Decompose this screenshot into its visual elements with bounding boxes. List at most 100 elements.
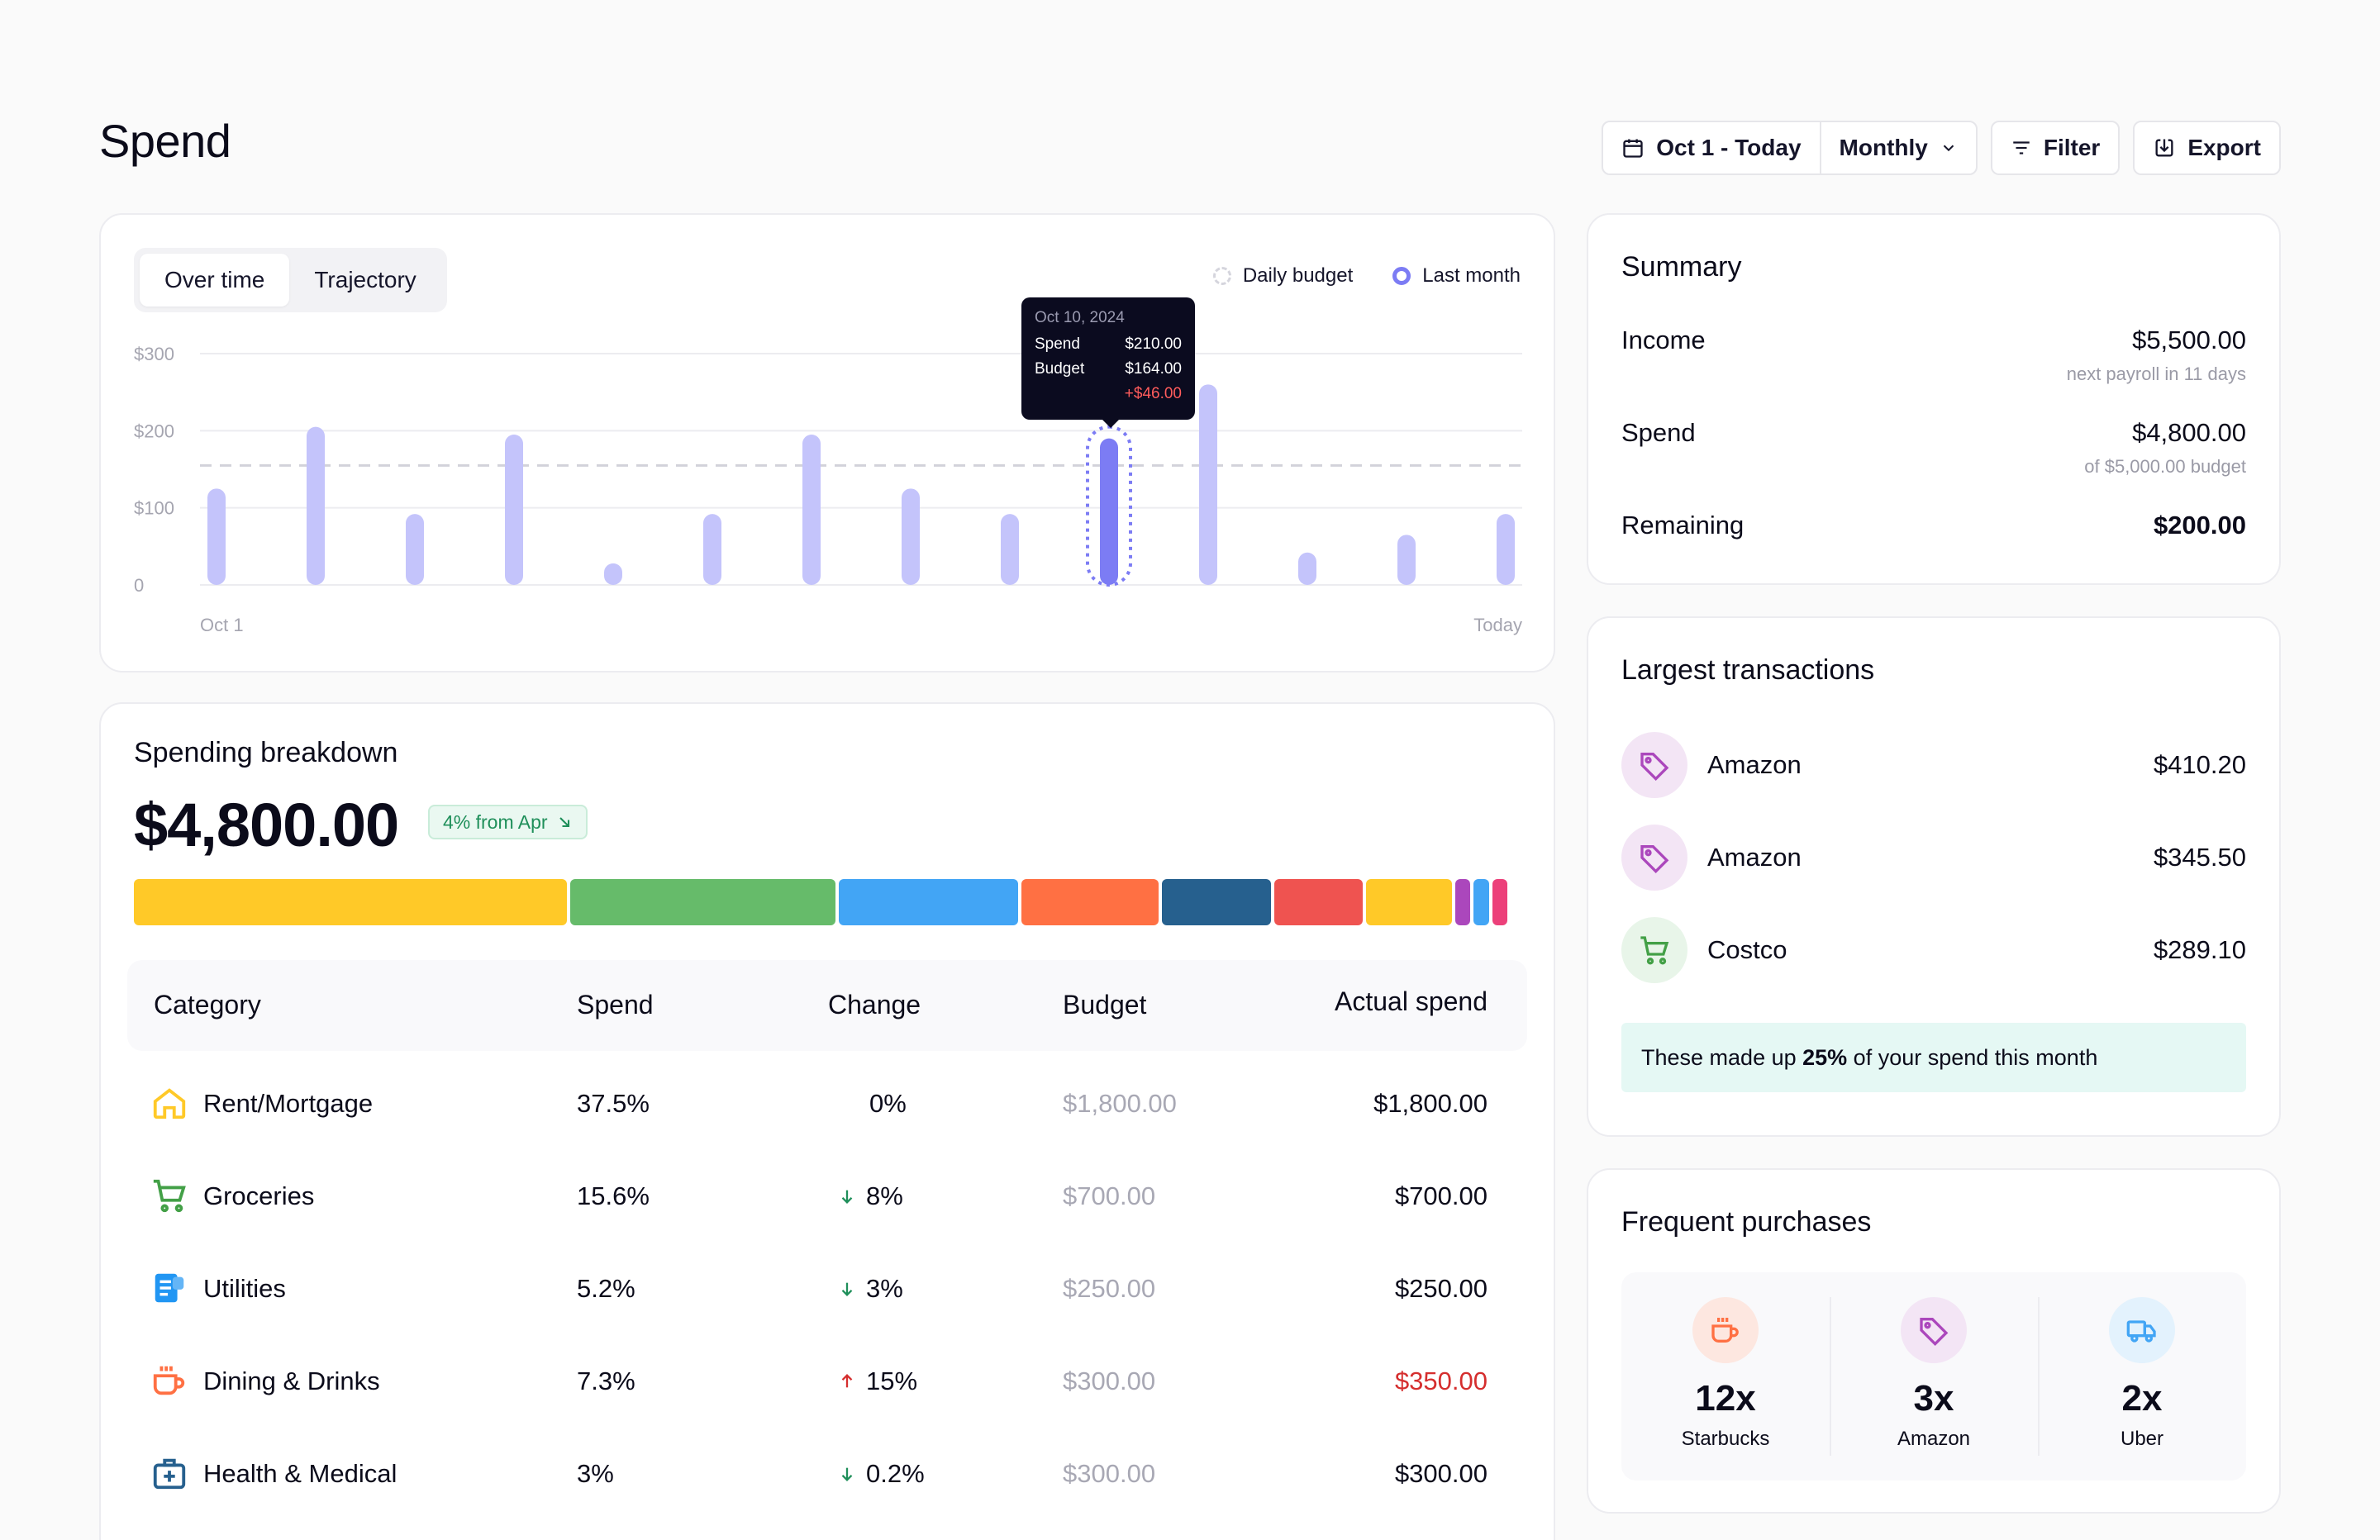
table-row[interactable]: Groceries 15.6% 8% $700.00 $700.00 [127,1152,1527,1244]
change-value: 0.2% [838,1459,925,1489]
transaction-amount: $410.20 [2153,750,2246,779]
transaction-name: Amazon [1707,750,1802,779]
budget-value: $1,800.00 [1063,1089,1177,1118]
budget-value: $300.00 [1063,1367,1156,1395]
chart-bar [703,514,721,585]
col-spend[interactable]: Spend [577,990,654,1020]
transaction-row[interactable]: Amazon $410.20 [1621,732,2246,798]
transaction-row[interactable]: Costco $289.10 [1621,917,2246,983]
y-tick-label: $100 [134,498,174,519]
tooltip-spend-value: $210.00 [1125,335,1182,353]
breakdown-title: Spending breakdown [134,737,398,768]
export-button[interactable]: Export [2133,121,2281,175]
transaction-amount: $289.10 [2153,935,2246,964]
coffee-icon [1692,1297,1759,1363]
category-name: Health & Medical [203,1459,397,1488]
insight-prefix: These made up [1641,1044,1803,1070]
tooltip-date: Oct 10, 2024 [1035,309,1125,326]
transaction-name: Costco [1707,935,1787,964]
col-actual-spend[interactable]: Actual spend [1334,986,1488,1016]
change-value: 3% [838,1274,903,1304]
download-icon [2153,136,2176,159]
tag-icon [1621,825,1687,891]
stack-segment[interactable] [1473,879,1489,925]
date-range-button[interactable]: Oct 1 - Today [1603,122,1820,173]
table-row[interactable]: Utilities 5.2% 3% $250.00 $250.00 [127,1244,1527,1337]
chart-bar [207,488,226,585]
transaction-row[interactable]: Amazon $345.50 [1621,825,2246,891]
chart-legend: Daily budget Last month [1212,264,1521,288]
change-text: 8% [866,1181,903,1210]
chart-bar [1199,384,1217,585]
insight-percent: 25% [1802,1044,1848,1070]
x-end-label: Today [1473,615,1522,635]
tooltip-budget-row: Budget $164.00 [1035,360,1182,378]
frequent-item[interactable]: 3x Amazon [1830,1272,2038,1481]
frequent-item[interactable]: 12x Starbucks [1621,1272,1830,1481]
remaining-value: $200.00 [2153,511,2246,539]
stack-segment[interactable] [569,879,836,925]
filter-button[interactable]: Filter [1990,121,2121,175]
arrow-down-icon [838,1463,856,1485]
category-name: Dining & Drinks [203,1367,380,1395]
change-value: 0% [869,1089,907,1119]
category-stack-bar [134,879,1508,925]
filter-icon [2011,137,2032,159]
insight-suffix: of your spend this month [1847,1044,2098,1070]
table-row[interactable]: Rent/Mortgage 37.5% 0% $1,800.00 $1,800.… [127,1059,1527,1152]
spend-percent: 7.3% [577,1367,635,1395]
col-budget[interactable]: Budget [1063,990,1147,1020]
chart-view-tabs: Over time Trajectory [134,248,447,312]
breakdown-total: $4,800.00 [134,791,399,859]
stack-segment[interactable] [1454,879,1471,925]
frequent-merchant: Uber [2120,1428,2164,1450]
frequent-item[interactable]: 2x Uber [2038,1272,2246,1481]
period-label: Monthly [1839,135,1928,160]
spending-breakdown-card: Spending breakdown $4,800.00 4% from Apr… [99,702,1555,1540]
y-tick-label: $200 [134,421,174,441]
transaction-amount: $345.50 [2153,843,2246,872]
frequent-count: 3x [1913,1378,1954,1419]
table-row[interactable]: Health & Medical 3% 0.2% $300.00 $300.00 [127,1429,1527,1522]
income-note: next payroll in 11 days [2066,364,2246,384]
actual-spend: $300.00 [1394,1459,1488,1488]
tag-icon [1621,732,1687,798]
category-name: Groceries [203,1181,315,1210]
remaining-label: Remaining [1621,511,1745,539]
stack-segment[interactable] [1273,879,1363,925]
stack-segment[interactable] [1492,879,1508,925]
tooltip-budget-label: Budget [1035,360,1085,378]
income-value: $5,500.00 [2132,326,2246,354]
frequent-merchant: Starbucks [1681,1428,1770,1450]
tab-over-time[interactable]: Over time [140,254,290,307]
tooltip-spend-row: Spend $210.00 [1035,335,1182,354]
stack-segment[interactable] [1021,879,1159,925]
table-header: Category Spend Change Budget Actual spen… [127,960,1527,1051]
table-row[interactable]: Dining & Drinks 7.3% 15% $300.00 $350.00 [127,1337,1527,1429]
legend-daily-budget: Daily budget [1212,264,1353,288]
stack-segment[interactable] [1162,879,1271,925]
largest-transactions-card: Largest transactions Amazon $410.20 Amaz… [1587,616,2281,1137]
spend-bar-chart: $300 $200 $100 0 Oct 1 Today [134,344,1522,635]
col-change[interactable]: Change [828,990,921,1020]
tooltip-spend-label: Spend [1035,335,1080,353]
period-select[interactable]: Monthly [1819,122,1976,173]
y-tick-label: 0 [134,575,144,596]
arrow-down-right-icon [556,814,573,830]
home-icon [150,1084,188,1122]
spend-label: Spend [1621,418,1696,447]
stack-segment[interactable] [1365,879,1452,925]
change-value: 8% [838,1181,903,1211]
chart-bar [1497,514,1515,585]
transaction-name: Amazon [1707,843,1802,872]
chevron-down-icon [1940,139,1958,157]
y-tick-label: $300 [134,344,174,364]
col-category[interactable]: Category [154,990,261,1020]
change-text: 15% [866,1367,918,1395]
spend-note: of $5,000.00 budget [2084,456,2246,477]
cart-icon [150,1176,188,1214]
filter-label: Filter [2043,135,2101,160]
tab-trajectory[interactable]: Trajectory [314,267,416,292]
stack-segment[interactable] [134,879,567,925]
stack-segment[interactable] [839,879,1018,925]
